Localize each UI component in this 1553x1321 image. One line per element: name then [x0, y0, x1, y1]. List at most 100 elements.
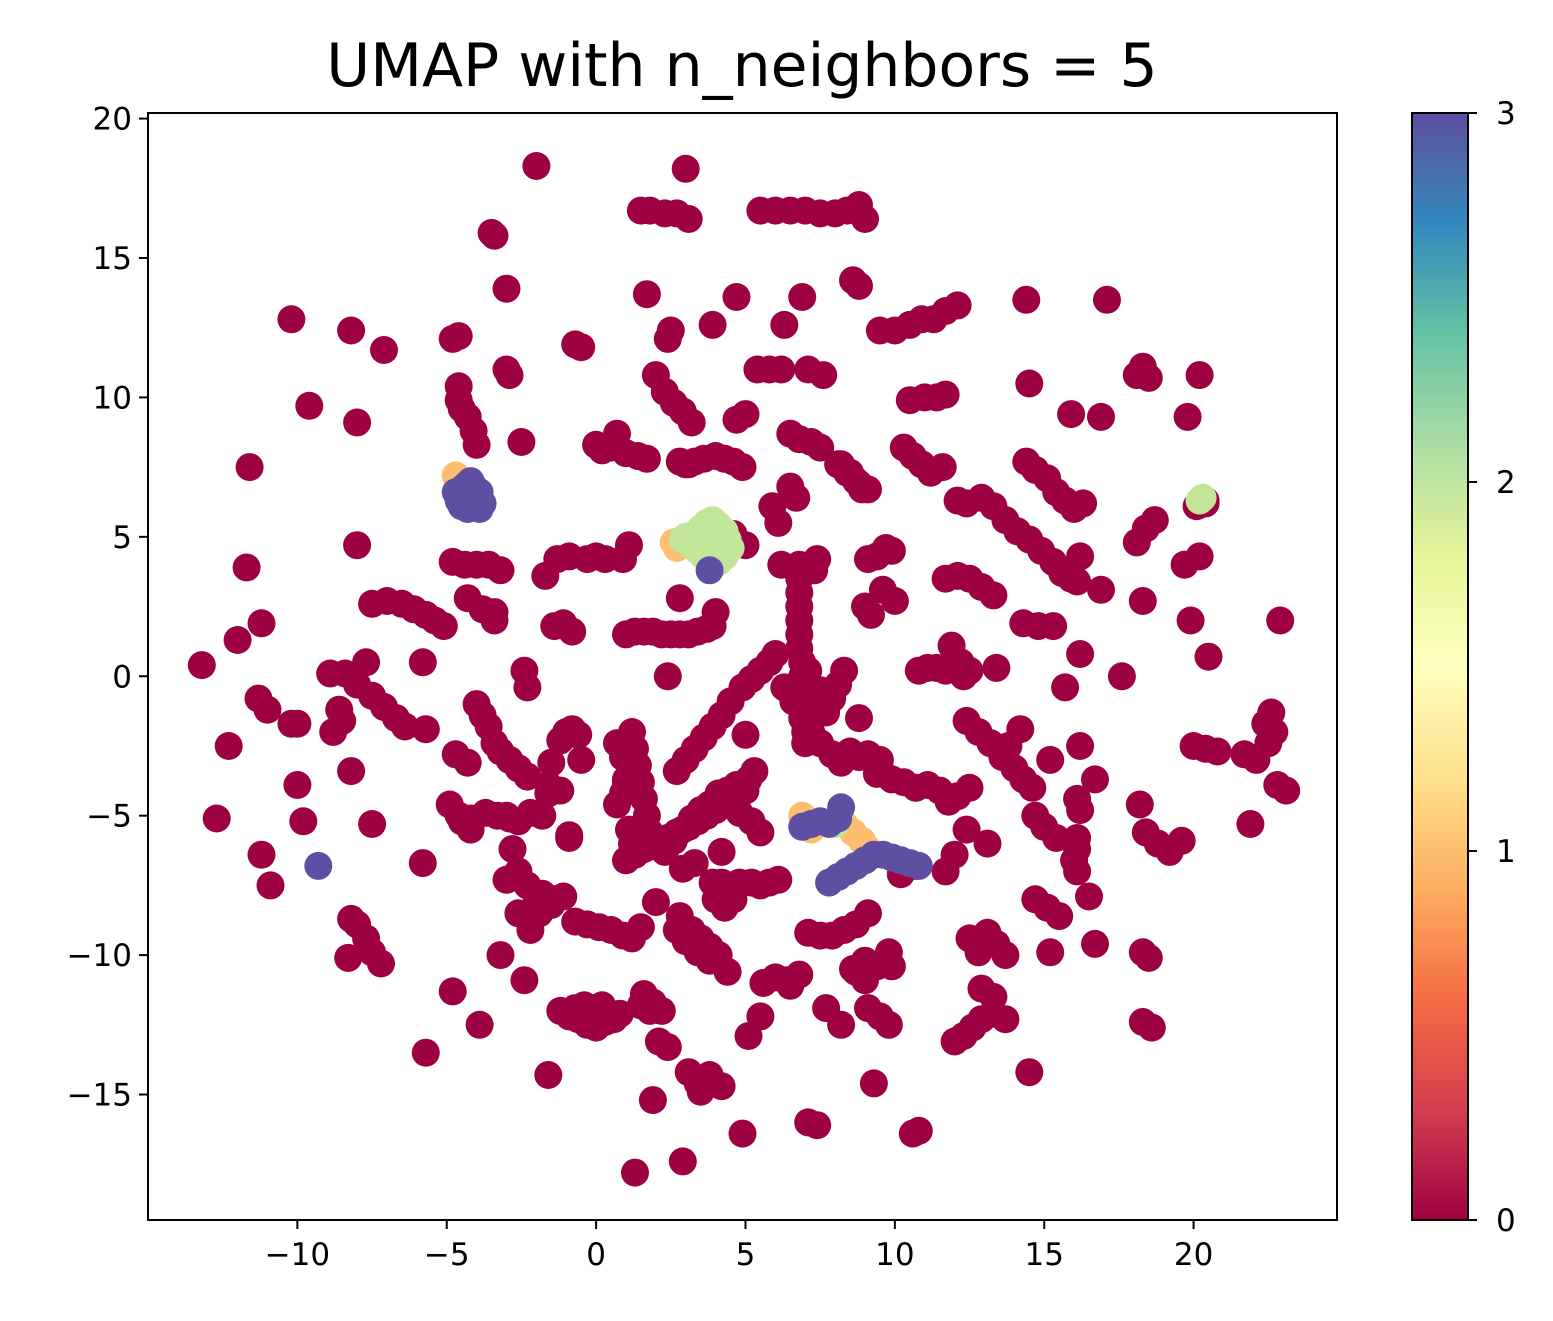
scatter-point-class-0 — [465, 1010, 494, 1039]
scatter-point-class-0 — [1134, 943, 1163, 972]
scatter-point-class-0 — [764, 865, 793, 894]
scatter-point-class-0 — [854, 899, 882, 928]
scatter-point-class-0 — [722, 283, 751, 311]
scatter-point-class-0 — [854, 545, 882, 574]
scatter-point-class-0 — [674, 450, 703, 479]
scatter-point-class-0 — [343, 531, 372, 560]
scatter-point-class-0 — [806, 433, 835, 462]
scatter-point-class-0 — [390, 712, 419, 741]
scatter-point-class-0 — [707, 1072, 736, 1101]
scatter-point-class-0 — [558, 617, 587, 646]
scatter-point-class-0 — [1257, 698, 1286, 727]
x-tick-label: −10 — [265, 1237, 330, 1273]
scatter-point-class-2 — [1188, 483, 1217, 512]
scatter-point-class-0 — [632, 444, 661, 473]
scatter-point-class-0 — [1185, 542, 1214, 571]
scatter-point-class-0 — [513, 673, 542, 702]
y-tick-label: 0 — [112, 659, 132, 695]
scatter-point-class-0 — [187, 651, 216, 680]
scatter-point-class-0 — [851, 592, 879, 621]
scatter-point-class-3 — [456, 467, 485, 496]
scatter-point-class-0 — [352, 648, 381, 677]
scatter-point-class-0 — [1063, 567, 1092, 596]
y-tick-label: 10 — [93, 380, 132, 416]
scatter-point-class-0 — [462, 430, 491, 459]
scatter-point-class-0 — [719, 885, 748, 914]
scatter-point-class-0 — [949, 662, 978, 691]
scatter-point-class-0 — [1066, 732, 1095, 760]
scatter-point-class-0 — [994, 732, 1023, 760]
scatter-point-class-0 — [644, 1027, 673, 1056]
scatter-point-class-0 — [1042, 824, 1071, 852]
scatter-point-class-0 — [1176, 606, 1205, 635]
scatter-point-class-0 — [334, 943, 363, 972]
scatter-point-class-0 — [845, 271, 873, 300]
scatter-point-class-0 — [612, 846, 640, 875]
scatter-point-class-0 — [734, 1022, 763, 1050]
scatter-point-class-0 — [641, 361, 670, 390]
scatter-point-class-0 — [877, 952, 906, 981]
x-tick-label: 0 — [586, 1237, 606, 1273]
y-tick-label: −5 — [86, 799, 132, 835]
plot-frame — [147, 112, 1338, 1221]
scatter-point-class-0 — [223, 626, 252, 654]
scatter-point-class-0 — [492, 274, 521, 303]
scatter-point-class-0 — [537, 748, 566, 777]
scatter-point-class-0 — [928, 453, 957, 482]
scatter-point-class-0 — [1063, 857, 1092, 886]
scatter-point-class-0 — [952, 815, 981, 844]
scatter-point-class-0 — [803, 1111, 832, 1140]
scatter-point-class-3 — [827, 793, 856, 822]
scatter-points — [187, 152, 1301, 1187]
colorbar-tick-label: 1 — [1496, 834, 1516, 870]
x-tick-label: 15 — [1025, 1237, 1064, 1273]
scatter-point-class-0 — [1012, 285, 1041, 314]
scatter-point-class-0 — [438, 977, 467, 1006]
scatter-point-class-0 — [358, 810, 387, 838]
scatter-point-class-0 — [653, 662, 682, 691]
scatter-point-class-0 — [931, 857, 960, 886]
scatter-point-class-0 — [698, 310, 727, 339]
scatter-point-class-0 — [504, 807, 533, 836]
scatter-point-class-0 — [728, 453, 757, 482]
scatter-point-class-0 — [851, 205, 879, 233]
scatter-point-class-0 — [991, 1005, 1020, 1034]
scatter-point-class-0 — [609, 545, 637, 574]
scatter-point-class-0 — [597, 1002, 626, 1031]
scatter-point-class-0 — [880, 587, 909, 615]
scatter-point-class-0 — [955, 924, 984, 953]
scatter-point-class-0 — [1194, 642, 1223, 671]
scatter-point-class-0 — [877, 536, 906, 565]
scatter-point-class-0 — [555, 821, 584, 850]
scatter-point-class-0 — [626, 913, 655, 942]
scatter-point-class-0 — [1075, 882, 1103, 911]
scatter-point-class-0 — [528, 801, 557, 830]
scatter-point-class-0 — [1134, 363, 1163, 392]
scatter-point-class-0 — [656, 316, 685, 345]
scatter-point-class-0 — [1185, 361, 1214, 390]
scatter-point-class-0 — [674, 205, 703, 233]
scatter-point-class-0 — [564, 720, 593, 749]
scatter-point-class-0 — [904, 1116, 933, 1145]
scatter-point-class-0 — [761, 640, 790, 668]
scatter-point-class-0 — [1167, 826, 1196, 855]
scatter-point-class-0 — [1203, 737, 1232, 766]
scatter-point-class-0 — [1066, 542, 1095, 571]
scatter-point-class-0 — [456, 815, 485, 844]
scatter-point-class-0 — [621, 1158, 649, 1187]
scatter-point-class-0 — [295, 391, 324, 420]
scatter-point-class-0 — [713, 957, 742, 986]
scatter-point-class-0 — [827, 1010, 856, 1039]
y-tick-label: 5 — [112, 520, 132, 556]
scatter-point-class-3 — [465, 495, 494, 523]
scatter-point-class-0 — [283, 771, 312, 799]
x-tick-label: −5 — [424, 1237, 470, 1273]
scatter-point-class-0 — [788, 283, 817, 311]
scatter-point-class-0 — [247, 840, 276, 869]
scatter-point-class-0 — [1087, 402, 1115, 431]
y-tick-label: 20 — [93, 102, 132, 138]
scatter-point-class-0 — [337, 904, 366, 933]
y-tick-label: 15 — [93, 241, 132, 277]
scatter-point-class-0 — [247, 609, 276, 638]
scatter-point-class-0 — [859, 1069, 888, 1098]
